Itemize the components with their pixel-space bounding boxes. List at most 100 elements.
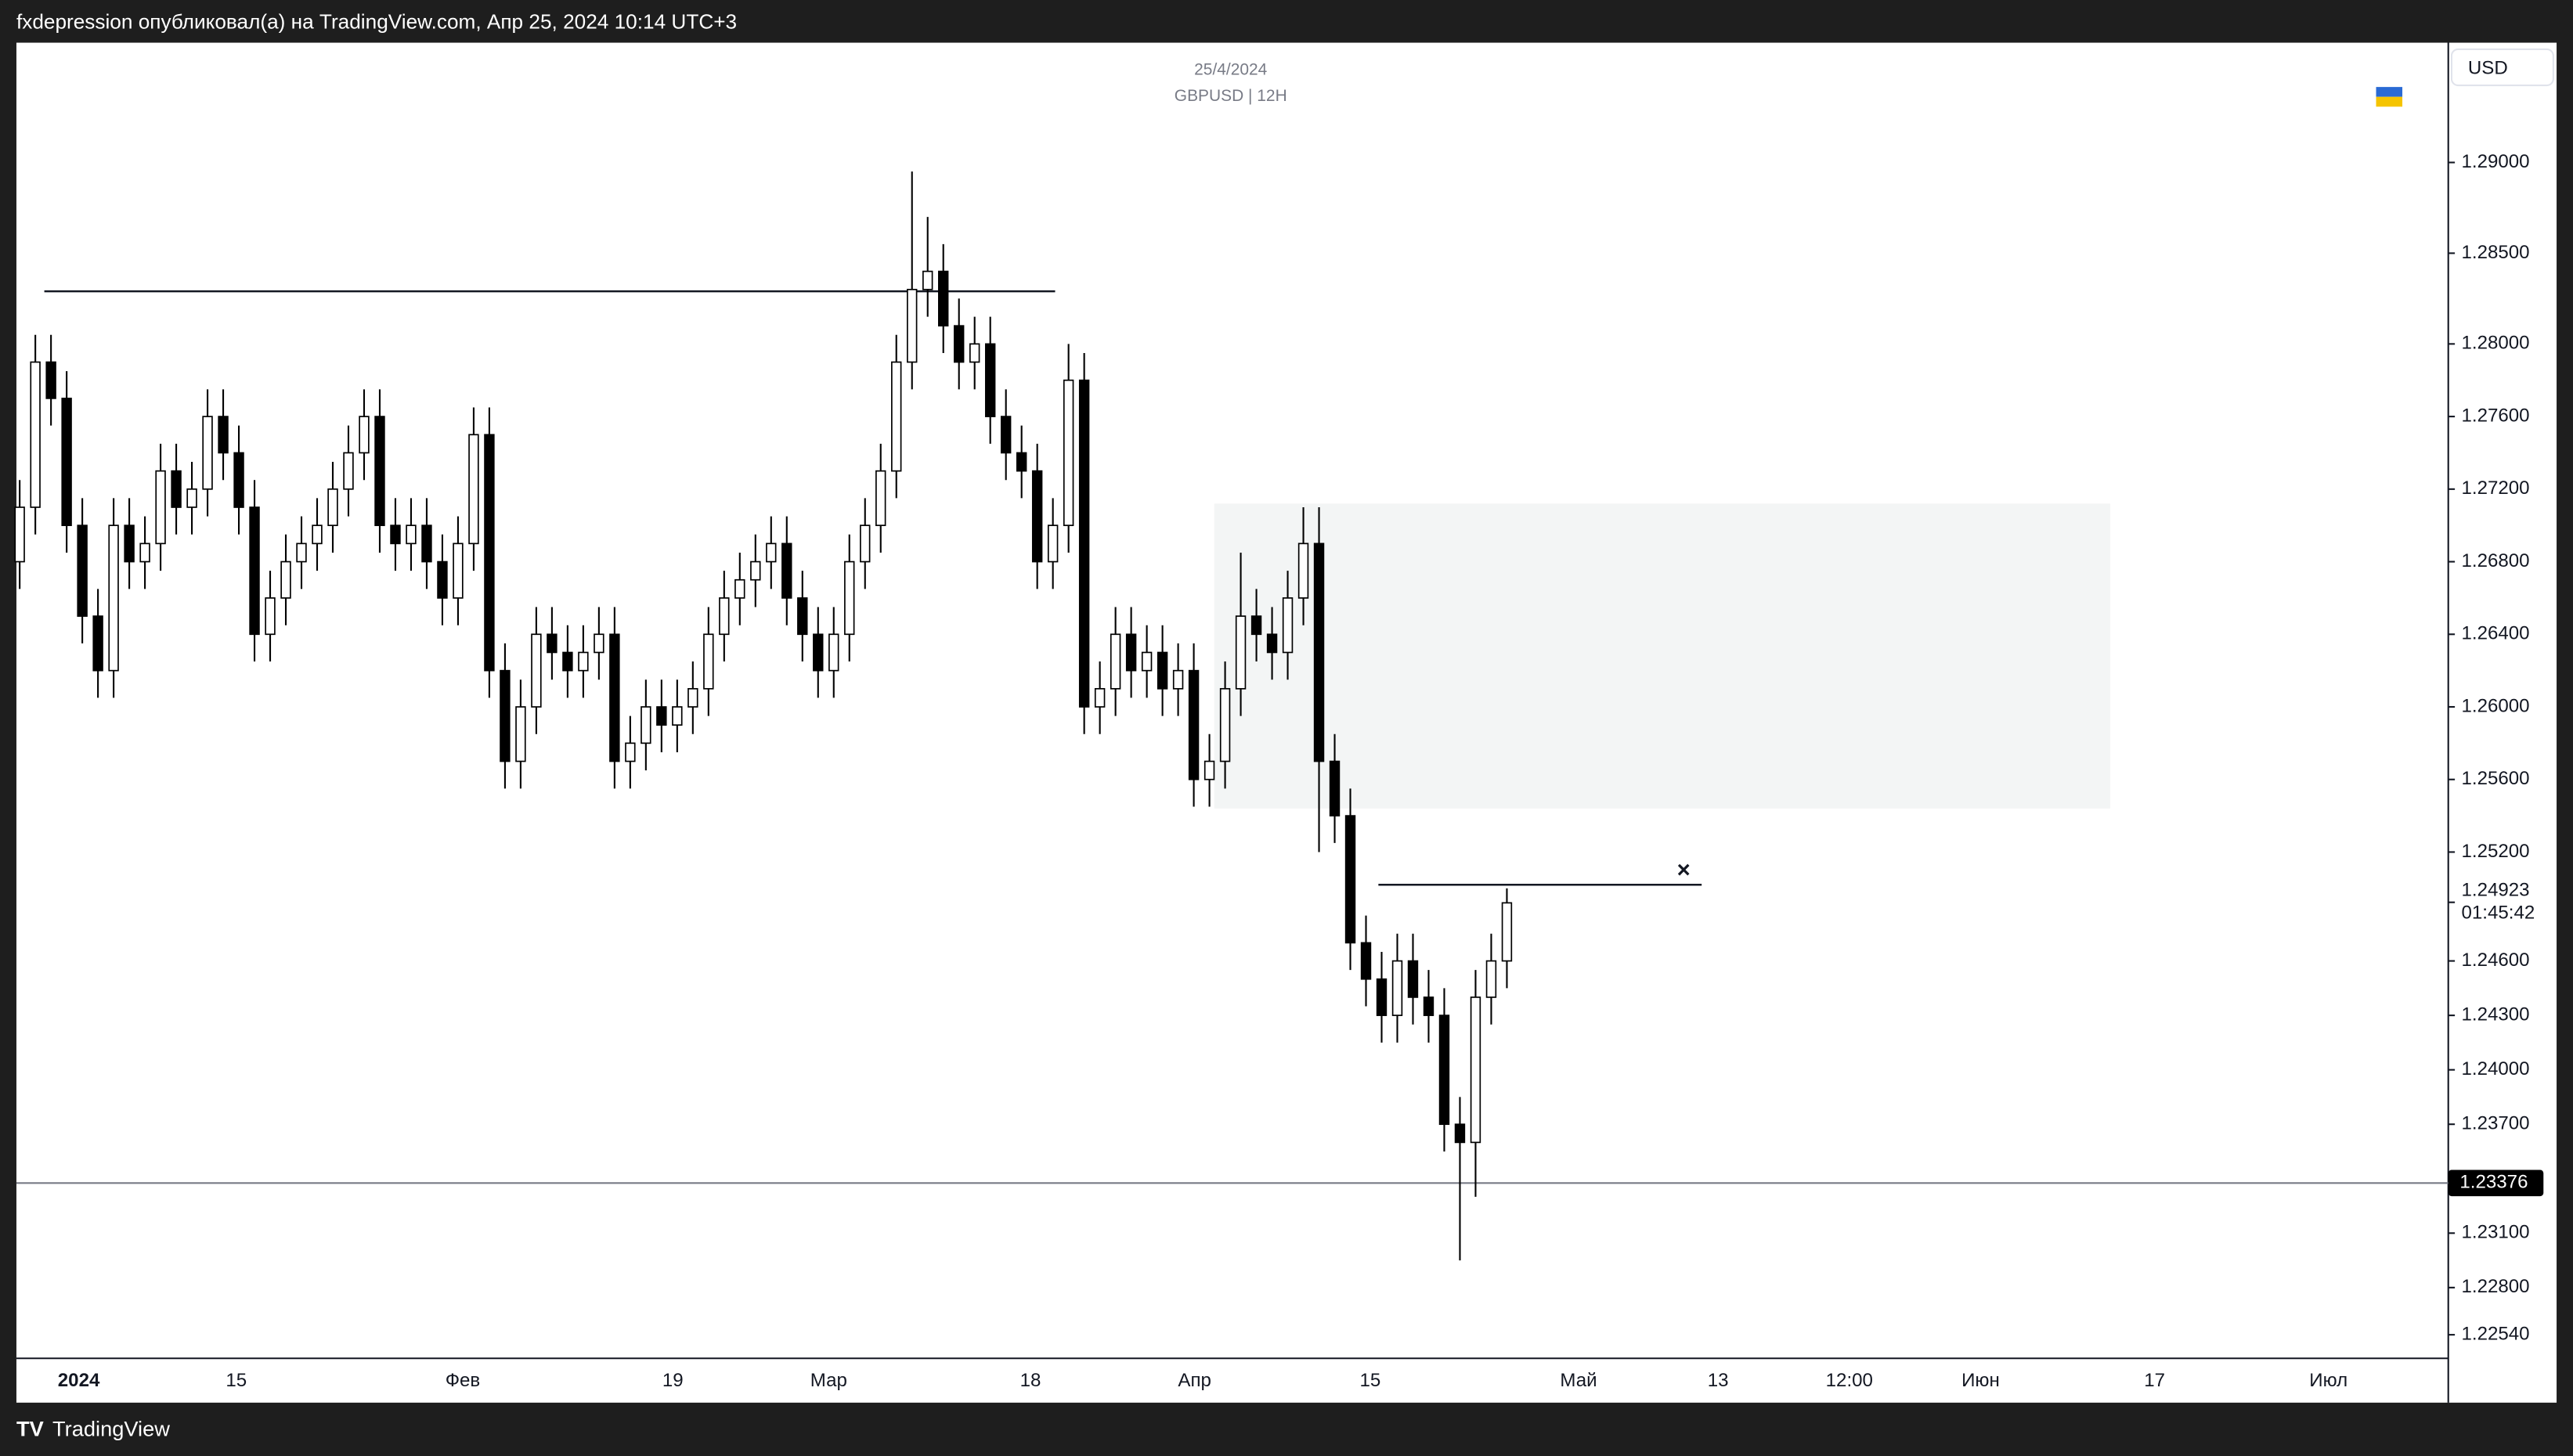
candle-body	[1266, 633, 1278, 654]
candle	[390, 498, 401, 571]
flag-top	[2376, 87, 2403, 97]
candle	[186, 462, 197, 535]
candle	[1125, 607, 1137, 698]
candle	[1470, 970, 1481, 1197]
candle	[734, 552, 745, 625]
candle	[1235, 552, 1247, 716]
candle-body	[938, 270, 949, 327]
candle	[547, 607, 558, 680]
candle-body	[30, 361, 41, 508]
x-tick-label: Фев	[446, 1370, 481, 1391]
candle-body	[1125, 633, 1137, 672]
y-tick-label: 1.25600	[2461, 768, 2529, 789]
candle	[30, 334, 41, 535]
candle	[1000, 389, 1012, 481]
candle	[1188, 643, 1200, 807]
candle	[687, 661, 698, 734]
candle-body	[186, 488, 197, 508]
candle	[1078, 352, 1090, 734]
candle-body	[500, 669, 511, 762]
candle-body	[453, 542, 464, 599]
candle	[374, 389, 385, 553]
candle	[578, 625, 589, 698]
candle-body	[1423, 996, 1434, 1016]
candle	[844, 534, 855, 662]
x-tick-label: Апр	[1178, 1370, 1211, 1391]
y-tick-label: 1.26400	[2461, 623, 2529, 644]
candle-body	[1329, 760, 1341, 816]
candle-body	[562, 651, 573, 672]
candle-body	[468, 434, 479, 545]
x-tick-label: 19	[662, 1370, 684, 1391]
candle	[781, 516, 792, 625]
candle-body	[1110, 633, 1121, 690]
candle	[1297, 507, 1309, 625]
candle	[531, 607, 542, 734]
candle-body	[969, 343, 980, 363]
candle	[1047, 498, 1059, 589]
candle	[1485, 933, 1497, 1025]
y-tick-label: 1.27200	[2461, 478, 2529, 499]
candle	[860, 498, 871, 589]
candle	[61, 371, 72, 553]
candle-body	[1407, 960, 1419, 998]
candle-body	[1204, 760, 1215, 780]
candle-body	[515, 706, 526, 762]
y-tick-label: 1.26000	[2461, 695, 2529, 716]
y-tick-label: 1.24300	[2461, 1004, 2529, 1025]
candle	[202, 389, 213, 517]
y-tick-label: 1.26800	[2461, 550, 2529, 571]
x-tick-label: 13	[1708, 1370, 1729, 1391]
candle	[1141, 625, 1153, 698]
x-tick-label: Мар	[810, 1370, 847, 1391]
x-tick-label: 2024	[58, 1370, 100, 1391]
candle	[1063, 344, 1074, 553]
candle-body	[374, 416, 385, 527]
candle-body	[92, 615, 103, 672]
candle	[938, 243, 949, 353]
candle-body	[1157, 651, 1168, 690]
candle	[343, 425, 354, 517]
candle-body	[1344, 815, 1356, 944]
candle	[594, 607, 604, 680]
candle-body	[1094, 687, 1106, 708]
candle	[1344, 788, 1356, 971]
flag-bottom	[2376, 96, 2403, 107]
candle	[562, 625, 573, 698]
candle-body	[875, 470, 886, 527]
candle	[907, 171, 918, 390]
candle-body	[1313, 542, 1325, 762]
candle	[1219, 661, 1231, 789]
header-title: fxdepression опубликовал(а) на TradingVi…	[16, 9, 737, 33]
candle-body	[421, 524, 432, 563]
footer-brand: TradingView	[52, 1417, 170, 1441]
candle	[124, 498, 135, 589]
candle	[813, 607, 824, 698]
y-tick-label: 1.28000	[2461, 333, 2529, 354]
candle-body	[844, 560, 855, 636]
candle-body	[547, 633, 558, 654]
y-tick-label: 1.25200	[2461, 841, 2529, 862]
currency-button[interactable]	[2450, 48, 2554, 87]
candle-body	[343, 452, 354, 490]
candle-body	[734, 578, 745, 599]
candle-body	[1188, 669, 1200, 780]
y-tick-label: 1.27600	[2461, 405, 2529, 426]
y-tick-label: 1.23100	[2461, 1222, 2529, 1243]
candle	[14, 480, 25, 589]
candle	[1110, 607, 1121, 716]
candle	[641, 679, 651, 771]
candle	[1313, 507, 1325, 852]
candle	[703, 607, 714, 716]
x-tick-label: Июн	[1961, 1370, 2000, 1391]
candle-body	[1000, 416, 1012, 454]
candle-body	[484, 434, 495, 672]
candle	[515, 679, 526, 789]
candle-body	[953, 325, 965, 363]
candle-body	[1219, 687, 1231, 762]
candle	[891, 334, 902, 499]
candle-body	[1141, 651, 1153, 672]
candle-body	[781, 542, 792, 599]
candle-body	[609, 633, 620, 762]
x-tick-label: Май	[1560, 1370, 1597, 1391]
